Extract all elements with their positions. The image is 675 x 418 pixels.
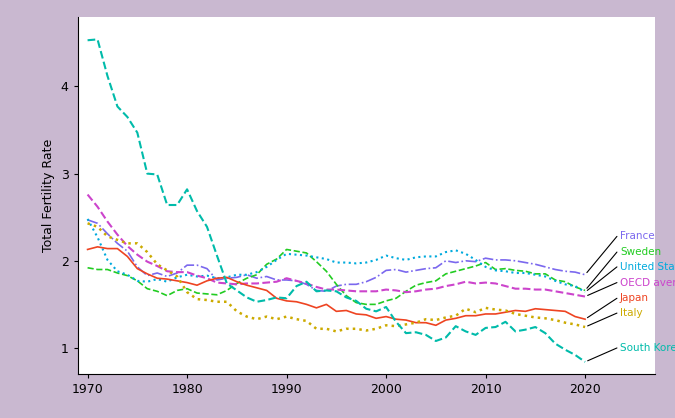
Text: South Korea: South Korea	[620, 343, 675, 353]
Text: OECD average: OECD average	[620, 278, 675, 288]
Text: France: France	[620, 232, 655, 241]
Text: United States: United States	[620, 262, 675, 272]
Text: Japan: Japan	[620, 293, 649, 303]
Text: Italy: Italy	[620, 308, 643, 318]
Text: Sweden: Sweden	[620, 247, 661, 257]
Y-axis label: Total Fertility Rate: Total Fertility Rate	[42, 139, 55, 252]
